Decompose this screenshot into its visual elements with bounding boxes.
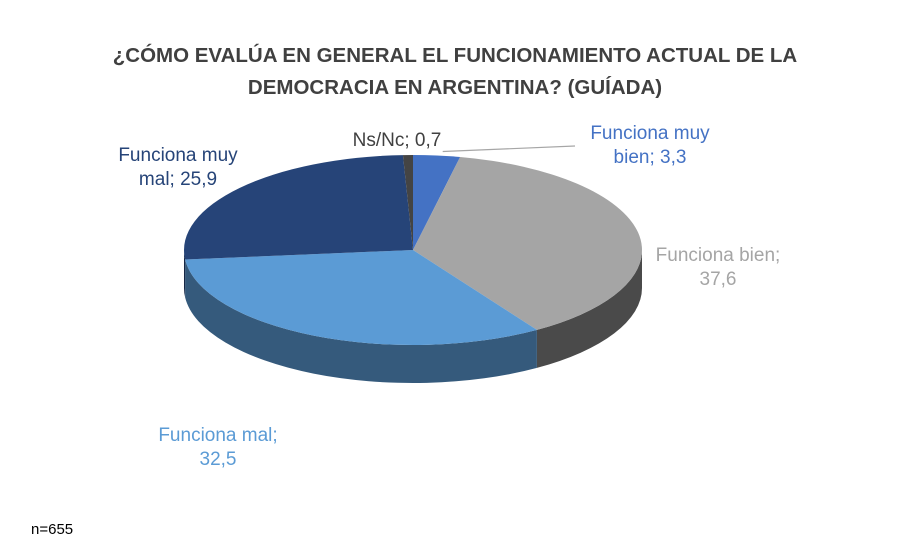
chart-title-line-1: ¿CÓMO EVALÚA EN GENERAL EL FUNCIONAMIENT… xyxy=(112,44,798,67)
slice-label-3-line-1: Funciona mal; xyxy=(158,425,277,446)
slice-label-5-line-1: Ns/Nc; 0,7 xyxy=(353,130,442,151)
pie-slice-2 xyxy=(413,157,642,330)
slice-label-4-line-2: mal; 25,9 xyxy=(139,169,217,190)
slice-label-2: Funciona bien; 37,6 xyxy=(656,245,781,290)
slice-label-2-line-1: Funciona bien; xyxy=(656,245,781,266)
slice-label-3: Funciona mal; 32,5 xyxy=(158,425,277,470)
sample-size-note: n=655 xyxy=(31,521,74,538)
slice-label-3-line-2: 32,5 xyxy=(200,449,237,470)
slice-label-5: Ns/Nc; 0,7 xyxy=(353,130,442,151)
slice-label-1-line-2: bien; 3,3 xyxy=(614,147,687,168)
pie-side-4 xyxy=(184,250,186,298)
chart-title: ¿CÓMO EVALÚA EN GENERAL EL FUNCIONAMIENT… xyxy=(40,40,870,104)
pie-slice-5 xyxy=(402,155,413,250)
pie-slice-3 xyxy=(185,250,537,346)
pie-slice-1 xyxy=(413,155,461,250)
slice-label-4: Funciona muy mal; 25,9 xyxy=(118,145,238,190)
pie-top-layer xyxy=(184,155,642,346)
pie-side-layer xyxy=(184,250,642,383)
slice-label-2-line-2: 37,6 xyxy=(700,269,737,290)
chart-title-line-2: DEMOCRACIA EN ARGENTINA? (GUÍADA) xyxy=(247,76,663,99)
leader-line-layer xyxy=(442,145,576,153)
slice-label-1-line-1: Funciona muy xyxy=(590,123,710,144)
slice-label-1: Funciona muy bien; 3,3 xyxy=(590,123,710,168)
pie-slice-4 xyxy=(184,155,413,260)
pie-side-3 xyxy=(185,259,537,383)
slice-label-4-line-1: Funciona muy xyxy=(118,145,238,166)
pie-side-2 xyxy=(536,250,642,368)
leader-line-1 xyxy=(442,145,576,153)
